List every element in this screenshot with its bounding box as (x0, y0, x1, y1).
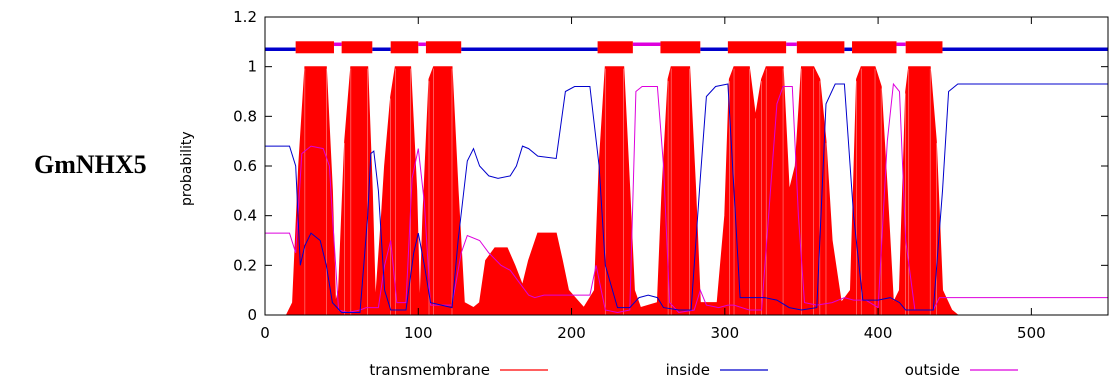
x-axis-ticks: 0 100 200 300 400 500 (260, 17, 1046, 342)
probability-lines-layer (265, 82, 1108, 314)
topology-tm-segment (425, 41, 462, 54)
outside-probability-line (265, 82, 1108, 314)
transmembrane-area (265, 66, 1108, 315)
x-tick-label: 100 (404, 324, 433, 342)
y-tick-label: 1 (247, 58, 257, 76)
gene-label: GmNHX5 (34, 150, 147, 179)
topology-tm-segment (727, 41, 787, 54)
topology-tm-segment (341, 41, 373, 54)
topology-tm-segment (390, 41, 419, 54)
topology-tm-segment (796, 41, 845, 54)
x-tick-label: 300 (710, 324, 739, 342)
topology-tm-segment (852, 41, 897, 54)
topology-track (265, 41, 1108, 54)
y-tick-label: 1.2 (233, 8, 257, 26)
transmembrane-area-layer (265, 66, 1108, 315)
topology-tm-segment (660, 41, 701, 54)
y-tick-label: 0.6 (233, 157, 257, 175)
y-tick-label: 0 (247, 306, 257, 324)
x-tick-label: 400 (864, 324, 893, 342)
legend-label: inside (666, 361, 710, 379)
topology-tm-segment (295, 41, 334, 54)
topology-tm-segment (597, 41, 633, 54)
legend-label: outside (905, 361, 960, 379)
y-axis-ticks: 0 0.2 0.4 0.6 0.8 1 1.2 (233, 8, 1108, 324)
legend: transmembrane inside outside (369, 361, 1018, 379)
legend-label: transmembrane (369, 361, 490, 379)
y-tick-label: 0.8 (233, 107, 257, 125)
legend-item-outside: outside (905, 361, 1018, 379)
y-tick-label: 0.2 (233, 256, 257, 274)
inside-probability-line (265, 83, 1108, 313)
x-tick-label: 500 (1017, 324, 1046, 342)
y-tick-label: 0.4 (233, 207, 257, 225)
legend-item-transmembrane: transmembrane (369, 361, 548, 379)
x-tick-label: 200 (557, 324, 586, 342)
legend-item-inside: inside (666, 361, 768, 379)
x-tick-label: 0 (260, 324, 270, 342)
topology-tm-segment (905, 41, 943, 54)
